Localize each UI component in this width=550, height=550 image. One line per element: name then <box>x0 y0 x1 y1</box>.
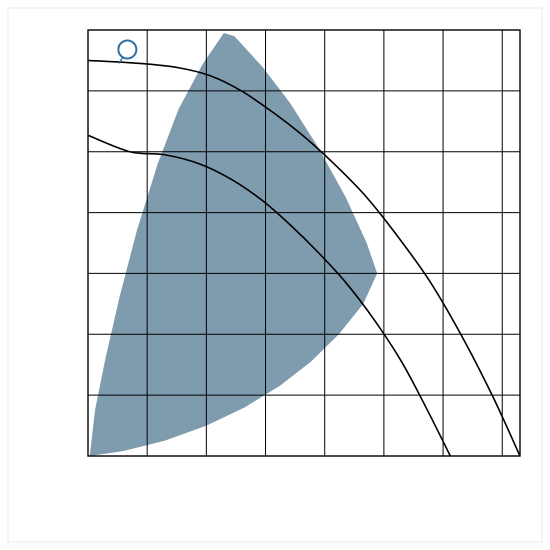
operating-region <box>90 33 377 456</box>
chart-svg <box>0 0 550 550</box>
fan-performance-chart: { "chart": { "type": "line", "background… <box>0 0 550 550</box>
curve-marker-2 <box>118 40 136 58</box>
